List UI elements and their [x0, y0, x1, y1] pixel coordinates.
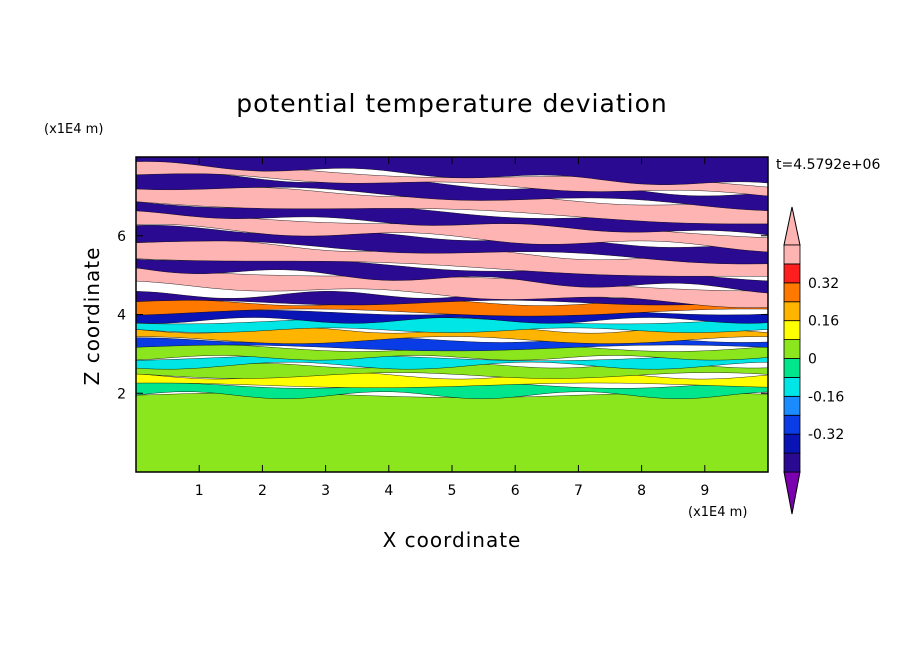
x-tick-label: 5 [448, 483, 457, 499]
colorbar-box [783, 282, 801, 303]
contour-layer [136, 210, 768, 253]
colorbar-tick-label: 0.32 [808, 276, 839, 292]
contour-layer [136, 344, 768, 361]
y-axis-ticks: 2 4 6 [117, 229, 768, 402]
contour-layer [136, 187, 768, 225]
contour-layer [136, 316, 768, 333]
colorbar-max-arrow [783, 206, 801, 246]
colorbar-box [783, 263, 801, 284]
y-tick-label: 2 [117, 386, 126, 402]
colorbar: 0.32 0.16 0 -0.16 -0.32 [783, 206, 844, 515]
colorbar-box [783, 452, 801, 473]
contour-layer [136, 157, 768, 185]
colorbar-box [783, 358, 801, 378]
x-tick-label: 4 [384, 483, 393, 499]
y-tick-label: 4 [117, 308, 126, 324]
x-tick-label: 2 [258, 483, 267, 499]
y-axis-label: Z coordinate [80, 247, 104, 386]
colorbar-box [783, 339, 801, 359]
contour-field [136, 157, 768, 472]
x-tick-label: 3 [321, 483, 330, 499]
colorbar-tick-label: 0.16 [808, 314, 839, 330]
colorbar-tick-label: -0.32 [808, 427, 844, 443]
colorbar-min-arrow [783, 471, 801, 515]
chart-title: potential temperature deviation [236, 89, 667, 118]
x-tick-label: 9 [700, 483, 709, 499]
x-axis-ticks: 1 2 3 4 5 6 7 8 9 [195, 157, 709, 499]
contour-layer [136, 291, 768, 306]
x-axis-label: X coordinate [383, 528, 522, 552]
colorbar-box [783, 320, 801, 340]
colorbar-tick-label: 0 [808, 352, 817, 368]
x-tick-label: 6 [511, 483, 520, 499]
contour-layer [136, 392, 768, 472]
colorbar-tick-label: -0.16 [808, 389, 844, 405]
colorbar-box [783, 395, 801, 416]
colorbar-box [783, 433, 801, 454]
colorbar-box [783, 377, 801, 397]
x-tick-label: 7 [574, 483, 583, 499]
time-label: t=4.5792e+06 [776, 157, 880, 173]
contour-layer [136, 327, 768, 344]
x-tick-label: 8 [637, 483, 646, 499]
x-unit-label: (x1E4 m) [688, 505, 747, 520]
y-unit-label: (x1E4 m) [44, 122, 103, 137]
colorbar-box [783, 301, 801, 322]
colorbar-box [783, 414, 801, 435]
contour-layer [136, 239, 768, 277]
colorbar-box [783, 244, 801, 265]
x-tick-label: 1 [195, 483, 204, 499]
y-tick-label: 6 [117, 229, 126, 245]
